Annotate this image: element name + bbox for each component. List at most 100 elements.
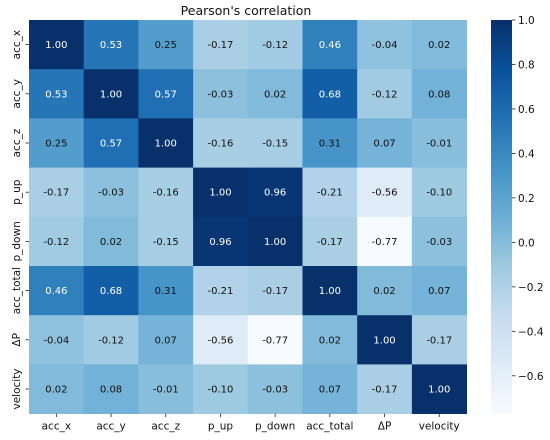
heatmap-cell xyxy=(247,216,303,267)
cell-value-label: -0.04 xyxy=(372,40,398,51)
cell-value-label: -0.04 xyxy=(43,335,69,346)
colorbar: 1.0 0.8 0.6 0.4 0.2 0.0 −0.2 −0.4 −0.6 xyxy=(491,15,544,414)
x-tick-label: acc_z xyxy=(151,421,180,433)
heatmap-cells: 1.00 0.53 0.25 -0.17 -0.12 0.46 -0.04 0.02 0.53 1… xyxy=(29,20,467,414)
heatmap-cell xyxy=(193,69,249,119)
heatmap-cell xyxy=(193,315,249,365)
x-tick-label: acc_total xyxy=(306,421,353,433)
heatmap-cell xyxy=(357,315,413,365)
cell-value-label: 0.08 xyxy=(428,89,450,100)
heatmap-cell xyxy=(29,69,85,119)
heatmap-cell xyxy=(302,216,358,267)
cell-value-label: 0.07 xyxy=(373,139,395,150)
heatmap-cell xyxy=(83,118,139,168)
heatmap-cell xyxy=(411,315,467,365)
heatmap-cell xyxy=(138,167,194,218)
heatmap-cell xyxy=(193,266,249,316)
x-tick-label: ΔP xyxy=(378,421,392,433)
cell-value-label: 0.57 xyxy=(100,139,122,150)
cell-value-label: 0.02 xyxy=(373,286,395,297)
heatmap-cell xyxy=(411,364,467,414)
cell-value-label: 0.96 xyxy=(264,188,286,199)
heatmap-cell xyxy=(193,364,249,414)
heatmap-cell xyxy=(357,266,413,316)
cell-value-label: 0.25 xyxy=(45,139,67,150)
cell-value-label: 0.53 xyxy=(45,89,67,100)
colorbar-tick-label: 0.0 xyxy=(518,237,535,249)
x-tick-label: acc_y xyxy=(96,421,125,433)
cell-value-label: -0.12 xyxy=(98,335,124,346)
cell-value-label: 1.00 xyxy=(155,139,177,150)
heatmap-cell xyxy=(193,118,249,168)
heatmap-cell xyxy=(29,20,85,70)
heatmap-cell xyxy=(247,167,303,218)
heatmap-cell xyxy=(193,167,249,218)
heatmap-cell xyxy=(83,216,139,267)
cell-value-label: 1.00 xyxy=(100,89,122,100)
cell-value-label: -0.10 xyxy=(426,188,452,199)
heatmap-cell xyxy=(357,364,413,414)
heatmap-cell xyxy=(302,315,358,365)
heatmap-cell xyxy=(29,118,85,168)
cell-value-label: -0.03 xyxy=(262,385,288,396)
cell-value-label: 0.07 xyxy=(155,335,177,346)
heatmap-cell xyxy=(302,118,358,168)
heatmap-cell xyxy=(83,266,139,316)
y-tick-label: velocity xyxy=(11,368,23,409)
heatmap-cell xyxy=(83,364,139,414)
cell-value-label: 0.02 xyxy=(100,237,122,248)
x-tick-label: acc_x xyxy=(42,421,71,433)
cell-value-label: 1.00 xyxy=(319,286,341,297)
y-tick-label: p_up xyxy=(11,179,23,205)
cell-value-label: -0.17 xyxy=(43,188,69,199)
x-tick-label: p_up xyxy=(208,421,234,433)
heatmap-cell xyxy=(247,69,303,119)
cell-value-label: -0.03 xyxy=(98,188,124,199)
cell-value-label: 0.02 xyxy=(45,385,67,396)
heatmap-cell xyxy=(29,364,85,414)
cell-value-label: -0.17 xyxy=(372,385,398,396)
heatmap-cell xyxy=(411,167,467,218)
heatmap-cell xyxy=(29,167,85,218)
heatmap-cell xyxy=(302,69,358,119)
heatmap-cell xyxy=(83,167,139,218)
heatmap-cell xyxy=(411,216,467,267)
heatmap-cell xyxy=(193,20,249,70)
cell-value-label: -0.12 xyxy=(262,40,288,51)
heatmap-cell xyxy=(83,20,139,70)
x-axis: acc_x acc_y acc_z p_up p_down acc_total ΔP velo… xyxy=(42,413,460,433)
heatmap-cell xyxy=(29,216,85,267)
heatmap-cell xyxy=(247,364,303,414)
colorbar-tick-label: 0.2 xyxy=(518,193,535,205)
heatmap-cell xyxy=(357,69,413,119)
cell-value-label: -0.12 xyxy=(372,89,398,100)
cell-value-label: -0.56 xyxy=(372,188,398,199)
heatmap-cell xyxy=(247,266,303,316)
heatmap-cell xyxy=(411,69,467,119)
heatmap-cell xyxy=(302,364,358,414)
y-tick-label: acc_z xyxy=(11,128,23,157)
cell-value-label: 0.31 xyxy=(155,286,177,297)
cell-value-label: 0.07 xyxy=(428,286,450,297)
cell-value-label: -0.03 xyxy=(208,89,234,100)
cell-value-label: 1.00 xyxy=(428,385,450,396)
cell-value-label: 0.02 xyxy=(428,40,450,51)
y-axis: acc_x acc_y acc_z p_up p_down acc_total ΔP velo… xyxy=(11,30,29,410)
heatmap-cell xyxy=(411,266,467,316)
y-tick-label: acc_total xyxy=(11,267,23,314)
colorbar-tick-label: −0.2 xyxy=(518,282,544,294)
heatmap-cell xyxy=(302,167,358,218)
cell-value-label: -0.17 xyxy=(208,40,234,51)
y-tick-label: acc_y xyxy=(11,79,23,108)
cell-value-label: -0.16 xyxy=(208,139,234,150)
cell-value-label: -0.12 xyxy=(43,237,69,248)
y-tick-label: ΔP xyxy=(11,333,23,347)
cell-value-label: -0.01 xyxy=(426,139,452,150)
cell-value-label: -0.77 xyxy=(262,335,288,346)
heatmap-cell xyxy=(138,364,194,414)
cell-value-label: 0.68 xyxy=(319,89,341,100)
heatmap-cell xyxy=(29,266,85,316)
heatmap-cell xyxy=(302,20,358,70)
cell-value-label: 1.00 xyxy=(209,188,231,199)
cell-value-label: 0.08 xyxy=(100,385,122,396)
